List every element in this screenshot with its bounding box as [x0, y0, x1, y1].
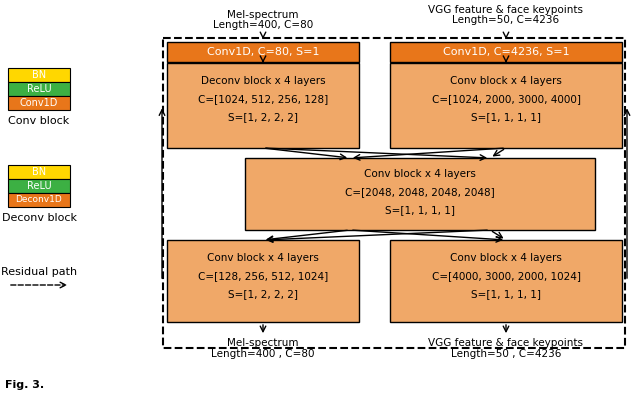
Bar	[8, 82, 70, 96]
Text: Mel-spectrum: Mel-spectrum	[227, 338, 299, 348]
Text: Conv block: Conv block	[8, 116, 70, 126]
Text: ReLU: ReLU	[27, 84, 51, 94]
Text: Length=50 , C=4236: Length=50 , C=4236	[451, 349, 561, 359]
Text: Length=400, C=80: Length=400, C=80	[213, 20, 313, 30]
Bar	[8, 68, 70, 82]
Bar	[8, 96, 70, 110]
Text: Conv block x 4 layers: Conv block x 4 layers	[207, 253, 319, 263]
Bar	[390, 42, 622, 62]
Text: Length=400 , C=80: Length=400 , C=80	[211, 349, 315, 359]
Text: Deconv1D: Deconv1D	[15, 195, 62, 204]
Text: Conv1D, C=80, S=1: Conv1D, C=80, S=1	[207, 47, 319, 57]
Text: Conv1D: Conv1D	[20, 98, 58, 108]
Text: S=[1, 1, 1, 1]: S=[1, 1, 1, 1]	[471, 289, 541, 299]
Text: C=[2048, 2048, 2048, 2048]: C=[2048, 2048, 2048, 2048]	[345, 187, 495, 197]
Text: S=[1, 1, 1, 1]: S=[1, 1, 1, 1]	[471, 112, 541, 122]
Text: C=[4000, 3000, 2000, 1024]: C=[4000, 3000, 2000, 1024]	[431, 271, 580, 281]
Text: ReLU: ReLU	[27, 181, 51, 191]
Bar	[390, 63, 622, 148]
Text: Deconv block: Deconv block	[1, 213, 77, 223]
Text: S=[1, 1, 1, 1]: S=[1, 1, 1, 1]	[385, 205, 455, 215]
Text: Conv1D, C=4236, S=1: Conv1D, C=4236, S=1	[443, 47, 570, 57]
Text: C=[1024, 2000, 3000, 4000]: C=[1024, 2000, 3000, 4000]	[431, 94, 580, 104]
Bar	[167, 63, 359, 148]
Bar	[8, 165, 70, 179]
Text: Conv block x 4 layers: Conv block x 4 layers	[450, 253, 562, 263]
Bar	[8, 179, 70, 193]
Text: Deconv block x 4 layers: Deconv block x 4 layers	[201, 76, 325, 86]
Bar	[163, 38, 625, 348]
Text: C=[128, 256, 512, 1024]: C=[128, 256, 512, 1024]	[198, 271, 328, 281]
Text: C=[1024, 512, 256, 128]: C=[1024, 512, 256, 128]	[198, 94, 328, 104]
Text: Length=50, C=4236: Length=50, C=4236	[452, 15, 559, 25]
Text: Fig. 3.: Fig. 3.	[5, 380, 44, 390]
Bar	[245, 158, 595, 230]
Bar	[167, 240, 359, 322]
Bar	[167, 42, 359, 62]
Text: BN: BN	[32, 167, 46, 177]
Text: Conv block x 4 layers: Conv block x 4 layers	[364, 169, 476, 179]
Text: BN: BN	[32, 70, 46, 80]
Text: Mel-spectrum: Mel-spectrum	[227, 10, 299, 20]
Text: Conv block x 4 layers: Conv block x 4 layers	[450, 76, 562, 86]
Text: S=[1, 2, 2, 2]: S=[1, 2, 2, 2]	[228, 289, 298, 299]
Bar	[390, 240, 622, 322]
Bar	[8, 193, 70, 207]
Text: Residual path: Residual path	[1, 267, 77, 277]
Text: VGG feature & face keypoints: VGG feature & face keypoints	[429, 5, 584, 15]
Text: VGG feature & face keypoints: VGG feature & face keypoints	[429, 338, 584, 348]
Text: S=[1, 2, 2, 2]: S=[1, 2, 2, 2]	[228, 112, 298, 122]
